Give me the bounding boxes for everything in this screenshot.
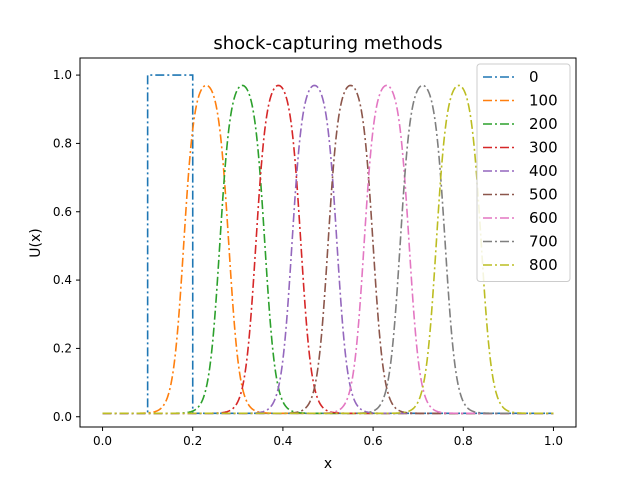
- legend-label-700: 700: [529, 233, 558, 251]
- y-axis-label: U(x): [28, 228, 44, 257]
- y-tick-label: 0.4: [53, 273, 72, 287]
- legend-label-600: 600: [529, 209, 558, 227]
- y-tick-label: 1.0: [53, 68, 72, 82]
- x-axis-ticks: 0.0 0.2 0.4 0.6 0.8 1.0: [93, 427, 563, 448]
- series-layer: [102, 74, 554, 415]
- legend-box: [476, 63, 571, 282]
- y-tick-label: 0.2: [53, 341, 72, 355]
- legend-label-200: 200: [529, 115, 558, 133]
- legend-label-300: 300: [529, 139, 558, 157]
- y-tick-label: 0.8: [53, 136, 72, 150]
- legend-label-800: 800: [529, 256, 558, 274]
- plot-frame: [79, 57, 577, 428]
- x-axis-label: x: [324, 456, 332, 472]
- y-axis-ticks: 0.0 0.2 0.4 0.6 0.8 1.0: [53, 68, 80, 424]
- legend: 0 100 200 300 400 500 600 700 800: [476, 63, 571, 282]
- y-tick-label: 0.0: [53, 410, 72, 424]
- legend-label-0: 0: [529, 68, 539, 86]
- legend-label-400: 400: [529, 162, 558, 180]
- x-tick-label: 0.2: [183, 434, 202, 448]
- legend-label-500: 500: [529, 186, 558, 204]
- y-tick-label: 0.6: [53, 205, 72, 219]
- legend-label-100: 100: [529, 92, 558, 110]
- chart-title: shock-capturing methods: [213, 33, 442, 54]
- x-tick-label: 1.0: [544, 434, 563, 448]
- x-tick-label: 0.4: [273, 434, 292, 448]
- x-tick-label: 0.8: [454, 434, 473, 448]
- x-tick-label: 0.0: [93, 434, 112, 448]
- x-tick-label: 0.6: [364, 434, 383, 448]
- series-line-800: [102, 84, 554, 415]
